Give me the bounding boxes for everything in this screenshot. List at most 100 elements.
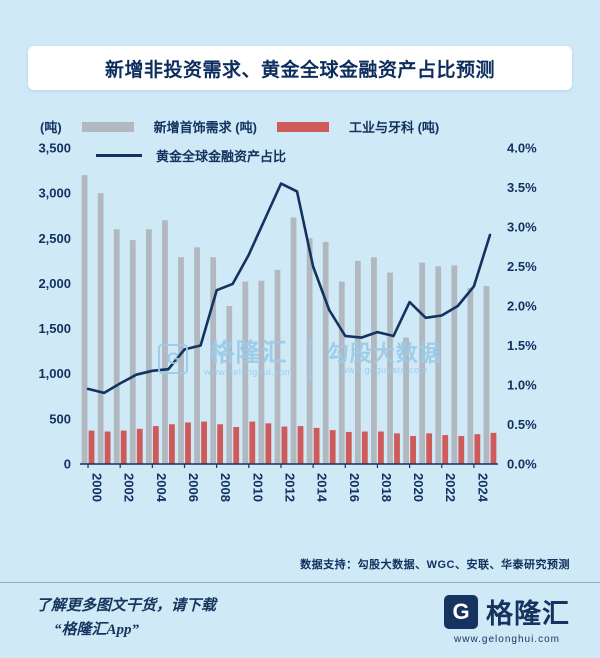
- bar-jewelry: [290, 217, 297, 464]
- x-axis-tick-label: 2010: [250, 473, 265, 502]
- x-axis-tick-label: 2004: [154, 473, 169, 503]
- footer-divider: [0, 582, 600, 583]
- bar-industrial: [249, 421, 256, 464]
- bar-industrial: [217, 424, 224, 464]
- bar-industrial: [152, 426, 159, 464]
- x-axis-tick-label: 2022: [443, 473, 458, 502]
- right-axis-tick-label: 0.0%: [507, 457, 537, 472]
- right-axis-tick-label: 1.0%: [507, 378, 537, 393]
- x-axis-tick-label: 2016: [347, 473, 362, 502]
- right-axis-tick-label: 3.5%: [507, 180, 537, 195]
- x-axis-tick-label: 2012: [282, 473, 297, 502]
- bar-industrial: [474, 434, 481, 464]
- bar-jewelry: [354, 260, 361, 464]
- bar-jewelry: [322, 241, 329, 464]
- right-axis-tick-label: 2.0%: [507, 299, 537, 314]
- industrial-legend-label: 工业与牙科 (吨): [348, 120, 440, 135]
- bar-industrial: [185, 422, 191, 464]
- bar-industrial: [88, 430, 95, 464]
- jewelry-legend-label: 新增首饰需求 (吨): [153, 120, 257, 135]
- footer-promo: 了解更多图文干货，请下载 “格隆汇App”: [36, 594, 216, 642]
- bar-jewelry: [306, 238, 313, 464]
- bar-industrial: [233, 426, 240, 464]
- left-axis-tick-label: 3,000: [38, 186, 71, 201]
- bar-industrial: [490, 432, 497, 464]
- footer-logo: G 格隆汇 www.gelonghui.com: [444, 592, 570, 645]
- x-axis-tick-label: 2000: [90, 473, 105, 502]
- left-axis-tick-label: 1,000: [38, 366, 71, 381]
- x-axis-tick-label: 2024: [475, 473, 490, 503]
- bar-jewelry: [371, 257, 377, 464]
- line-swatch: [96, 154, 142, 157]
- right-axis-tick-label: 0.5%: [507, 417, 537, 432]
- bar-industrial: [361, 431, 368, 464]
- left-axis-tick-label: 0: [64, 457, 71, 472]
- industrial-swatch: [276, 121, 329, 132]
- bar-jewelry: [451, 265, 458, 464]
- bar-jewelry: [419, 262, 426, 464]
- bar-industrial: [329, 430, 336, 464]
- left-axis-unit: (吨): [40, 120, 62, 135]
- bar-jewelry: [242, 281, 249, 464]
- bar-industrial: [426, 433, 433, 464]
- bar-industrial: [136, 428, 143, 464]
- bar-jewelry: [145, 229, 152, 464]
- left-axis-tick-label: 1,500: [38, 321, 71, 336]
- bar-industrial: [104, 431, 111, 464]
- footer-logo-row: G 格隆汇: [444, 592, 570, 631]
- line-gold-share: [86, 182, 492, 395]
- bar-industrial: [169, 424, 175, 464]
- gelonghui-logo-url: www.gelonghui.com: [454, 634, 560, 645]
- left-axis-tick-label: 3,500: [38, 141, 71, 156]
- bar-jewelry: [483, 286, 490, 464]
- bar-industrial: [201, 421, 207, 464]
- x-axis-tick-label: 2008: [218, 473, 233, 502]
- left-axis-tick-label: 2,000: [38, 276, 71, 291]
- x-axis-tick-label: 2020: [411, 473, 426, 502]
- bar-jewelry: [129, 240, 136, 464]
- x-axis-tick-label: 2014: [315, 473, 330, 503]
- promo-line1: 了解更多图文干货，请下载: [36, 598, 217, 614]
- bar-jewelry: [338, 281, 345, 464]
- legend-row-bars: (吨) 新增首饰需求 (吨) 工业与牙科 (吨): [40, 117, 570, 136]
- bar-jewelry: [226, 306, 233, 464]
- bar-jewelry: [97, 193, 104, 464]
- bar-jewelry: [435, 266, 442, 464]
- bar-industrial: [297, 426, 304, 464]
- bar-jewelry: [274, 269, 281, 464]
- legend-row-line: 黄金全球金融资产占比: [96, 146, 286, 165]
- chart-title: 新增非投资需求、黄金全球金融资产占比预测: [28, 46, 572, 90]
- bar-industrial: [345, 431, 352, 464]
- gelonghui-logo-name: 格隆汇: [486, 599, 570, 629]
- bar-industrial: [442, 435, 449, 464]
- x-axis-tick-label: 2018: [379, 473, 394, 502]
- combo-chart: 0 500 1,000 1,500 2,000 2,500 3,000 3,500 0.0% 0.…: [38, 141, 537, 503]
- right-axis-tick-label: 2.5%: [507, 259, 537, 274]
- x-axis-tick-label: 2002: [122, 473, 137, 502]
- bar-jewelry: [467, 287, 474, 464]
- bar-industrial: [394, 433, 400, 464]
- bar-industrial: [120, 430, 127, 464]
- bar-jewelry: [258, 280, 265, 464]
- bar-industrial: [313, 427, 320, 464]
- bar-industrial: [410, 436, 416, 464]
- bar-jewelry: [403, 337, 409, 464]
- bar-industrial: [265, 423, 272, 464]
- bar-jewelry: [387, 272, 393, 464]
- bar-industrial: [281, 426, 288, 464]
- bar-jewelry: [178, 257, 184, 464]
- data-source-note: 数据支持：勾股大数据、WGC、安联、华泰研究预测: [300, 559, 570, 571]
- bar-jewelry: [194, 247, 200, 464]
- bar-industrial: [458, 436, 465, 464]
- chart-title-text: 新增非投资需求、黄金全球金融资产占比预测: [104, 59, 495, 81]
- promo-line2: “格隆汇App”: [54, 622, 140, 638]
- right-axis-tick-label: 1.5%: [507, 338, 537, 353]
- bar-jewelry: [81, 175, 88, 464]
- bar-jewelry: [162, 220, 168, 464]
- chart-area: 0 500 1,000 1,500 2,000 2,500 3,000 3,500 0.0% 0.…: [20, 134, 580, 534]
- jewelry-swatch: [81, 121, 134, 132]
- x-axis-tick-label: 2006: [186, 473, 201, 502]
- bar-jewelry: [210, 257, 217, 464]
- bar-jewelry: [113, 229, 120, 464]
- left-axis-tick-label: 500: [49, 411, 71, 426]
